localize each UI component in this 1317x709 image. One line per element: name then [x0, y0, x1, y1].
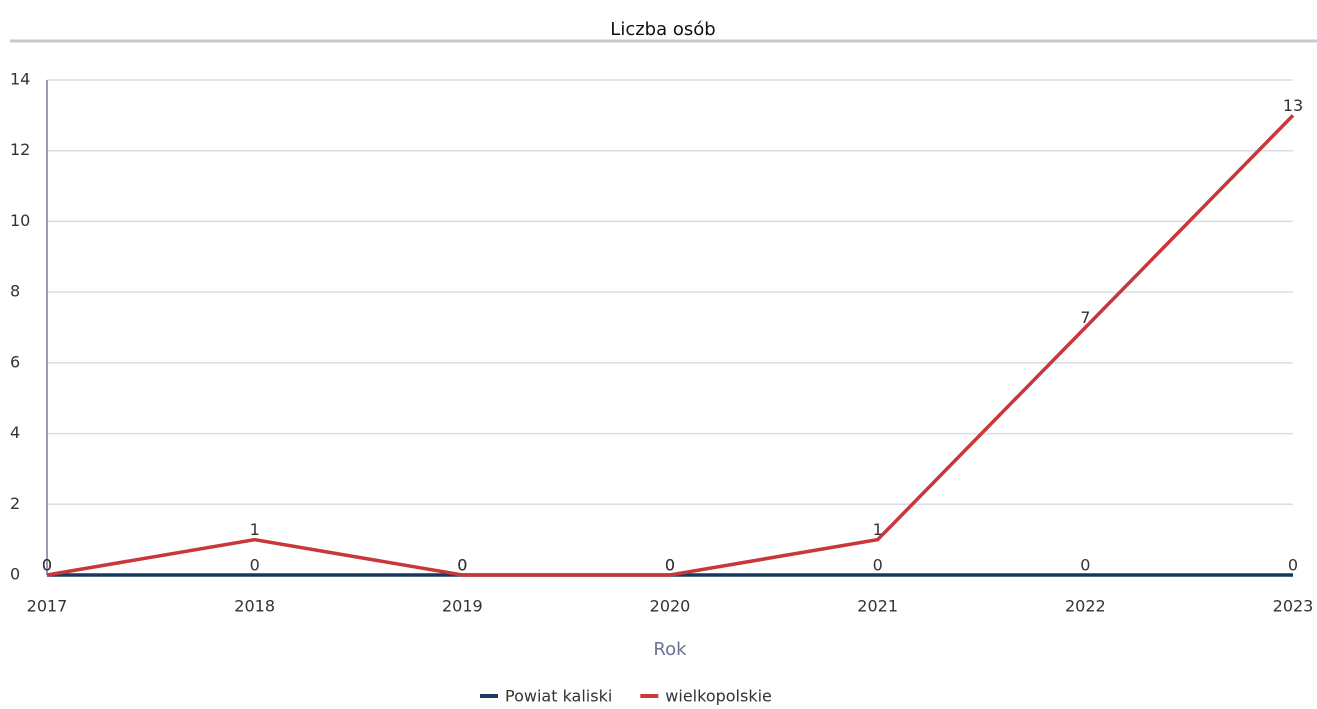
- y-tick-label: 10: [10, 211, 30, 230]
- data-label: 0: [873, 556, 883, 575]
- x-tick-label: 2020: [650, 597, 691, 616]
- x-tick-label: 2021: [857, 597, 898, 616]
- data-label: 0: [250, 556, 260, 575]
- data-label: 0: [457, 556, 467, 575]
- data-label: 0: [1080, 556, 1090, 575]
- y-tick-label: 4: [10, 423, 20, 442]
- y-tick-label: 2: [10, 494, 20, 513]
- data-label: 0: [1288, 556, 1298, 575]
- x-tick-label: 2017: [27, 597, 68, 616]
- y-tick-label: 6: [10, 352, 20, 371]
- x-tick-label: 2019: [442, 597, 483, 616]
- data-label: 13: [1283, 96, 1303, 115]
- y-tick-label: 12: [10, 140, 30, 159]
- data-label: 0: [665, 556, 675, 575]
- legend-label: Powiat kaliski: [505, 687, 612, 706]
- x-tick-label: 2023: [1273, 597, 1314, 616]
- legend-label: wielkopolskie: [665, 687, 772, 706]
- data-label: 7: [1080, 308, 1090, 327]
- y-tick-label: 0: [10, 565, 20, 584]
- legend-swatch: [480, 694, 498, 698]
- y-tick-label: 14: [10, 70, 30, 89]
- y-tick-label: 8: [10, 282, 20, 301]
- data-label: 1: [250, 520, 260, 539]
- data-label: 0: [42, 556, 52, 575]
- data-label: 0: [42, 556, 52, 575]
- x-axis-label: Rok: [653, 639, 687, 660]
- x-tick-label: 2018: [234, 597, 275, 616]
- data-label: 0: [457, 556, 467, 575]
- x-tick-label: 2022: [1065, 597, 1106, 616]
- chart-title: Liczba osób: [610, 19, 715, 40]
- series-line: [46, 114, 1295, 577]
- data-label: 0: [665, 556, 675, 575]
- legend-swatch: [640, 694, 659, 698]
- data-label: 1: [873, 520, 883, 539]
